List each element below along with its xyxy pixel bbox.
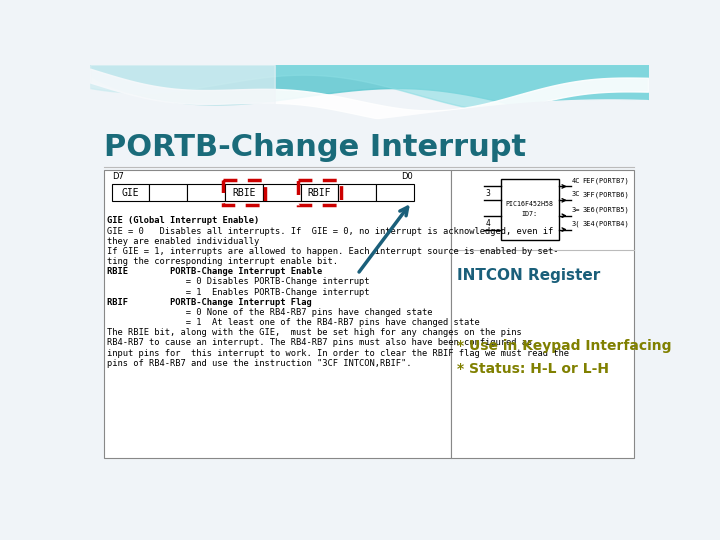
Bar [451, 170, 634, 458]
Text: = 0 Disables PORTB-Change interrupt: = 0 Disables PORTB-Change interrupt [107, 278, 369, 287]
Text: 3E4(PORTB4): 3E4(PORTB4) [582, 221, 629, 227]
Text: = 1  Enables PORTB-Change interrupt: = 1 Enables PORTB-Change interrupt [107, 288, 369, 296]
Bar [301, 184, 338, 201]
Text: ting the corresponding interrupt enable bit.: ting the corresponding interrupt enable … [107, 257, 338, 266]
Text: 4C: 4C [571, 178, 580, 184]
Text: RB4-RB7 to cause an interrupt. The RB4-RB7 pins must also have been configured a: RB4-RB7 to cause an interrupt. The RB4-R… [107, 339, 532, 347]
Bar [263, 184, 301, 201]
Bar [376, 184, 414, 201]
Text: 3E6(PORTB5): 3E6(PORTB5) [582, 207, 629, 213]
Text: 3(: 3( [571, 221, 580, 227]
Text: 3: 3 [485, 190, 490, 199]
Text: pins of RB4-RB7 and use the instruction "3CF INTCON,RBIF".: pins of RB4-RB7 and use the instruction … [107, 359, 412, 368]
Bar [338, 184, 376, 201]
Text: RBIF: RBIF [307, 187, 331, 198]
Text: D7: D7 [112, 172, 124, 181]
Text: GIE = 0   Disables all interrupts. If  GIE = 0, no interrupt is acknowledged, ev: GIE = 0 Disables all interrupts. If GIE … [107, 227, 553, 235]
Bar [222, 180, 265, 205]
Text: GIE (Global Interrupt Enable): GIE (Global Interrupt Enable) [107, 217, 259, 226]
Text: * Status: H-L or L-H: * Status: H-L or L-H [457, 362, 609, 376]
Text: 3=: 3= [571, 207, 580, 213]
Text: = 0 None of the RB4-RB7 pins have changed state: = 0 None of the RB4-RB7 pins have change… [107, 308, 433, 317]
Bar [112, 184, 150, 201]
Text: D0: D0 [402, 172, 413, 181]
Text: RBIE: RBIE [232, 187, 256, 198]
Text: = 1  At least one of the RB4-RB7 pins have changed state: = 1 At least one of the RB4-RB7 pins hav… [107, 318, 480, 327]
Text: FEF(PORTB7): FEF(PORTB7) [582, 178, 629, 184]
Text: The RBIE bit, along with the GIE,  must be set high for any changes on the pins: The RBIE bit, along with the GIE, must b… [107, 328, 522, 338]
Text: 3C: 3C [571, 192, 580, 198]
Text: 4: 4 [485, 219, 490, 228]
Text: PIC16F452H58: PIC16F452H58 [506, 201, 554, 207]
Bar [500, 179, 559, 240]
Text: PORTB-Change Interrupt: PORTB-Change Interrupt [104, 133, 526, 161]
Bar [187, 184, 225, 201]
Text: If GIE = 1, interrupts are allowed to happen. Each interrupt source is enabled b: If GIE = 1, interrupts are allowed to ha… [107, 247, 559, 256]
Text: * Use in Keypad Interfacing: * Use in Keypad Interfacing [457, 339, 672, 353]
Text: INTCON Register: INTCON Register [457, 268, 600, 284]
Text: input pins for  this interrupt to work. In order to clear the RBIF flag we must : input pins for this interrupt to work. I… [107, 349, 569, 357]
Text: they are enabled individually: they are enabled individually [107, 237, 259, 246]
Bar [104, 170, 451, 458]
Bar [298, 180, 341, 205]
Text: RBIE        PORTB-Change Interrupt Enable: RBIE PORTB-Change Interrupt Enable [107, 267, 323, 276]
Text: ID7:: ID7: [522, 211, 538, 217]
Text: GIE: GIE [122, 187, 140, 198]
Bar [225, 184, 263, 201]
Text: RBIF        PORTB-Change Interrupt Flag: RBIF PORTB-Change Interrupt Flag [107, 298, 312, 307]
Bar [150, 184, 187, 201]
Text: 3FF(PORTB6): 3FF(PORTB6) [582, 192, 629, 198]
